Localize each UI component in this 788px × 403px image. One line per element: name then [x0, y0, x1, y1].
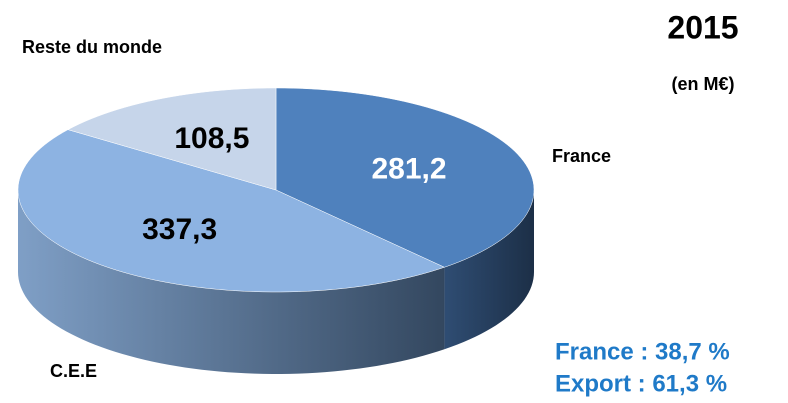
annotation: France : 38,7 %	[555, 338, 730, 365]
data-label: 281,2	[371, 152, 446, 185]
slice	[17, 129, 446, 293]
category-label: C.E.E	[50, 361, 97, 381]
chart-title: 2015	[667, 9, 738, 45]
slice-side	[18, 190, 445, 374]
annotation: Export : 61,3 %	[555, 370, 727, 397]
slice	[275, 87, 535, 268]
slice-side	[444, 190, 534, 350]
slice	[67, 87, 277, 191]
data-label: 108,5	[174, 122, 249, 155]
category-label: Reste du monde	[22, 37, 162, 57]
chart-subtitle: (en M€)	[672, 74, 735, 94]
category-label: France	[552, 146, 611, 166]
data-label: 337,3	[142, 213, 217, 246]
